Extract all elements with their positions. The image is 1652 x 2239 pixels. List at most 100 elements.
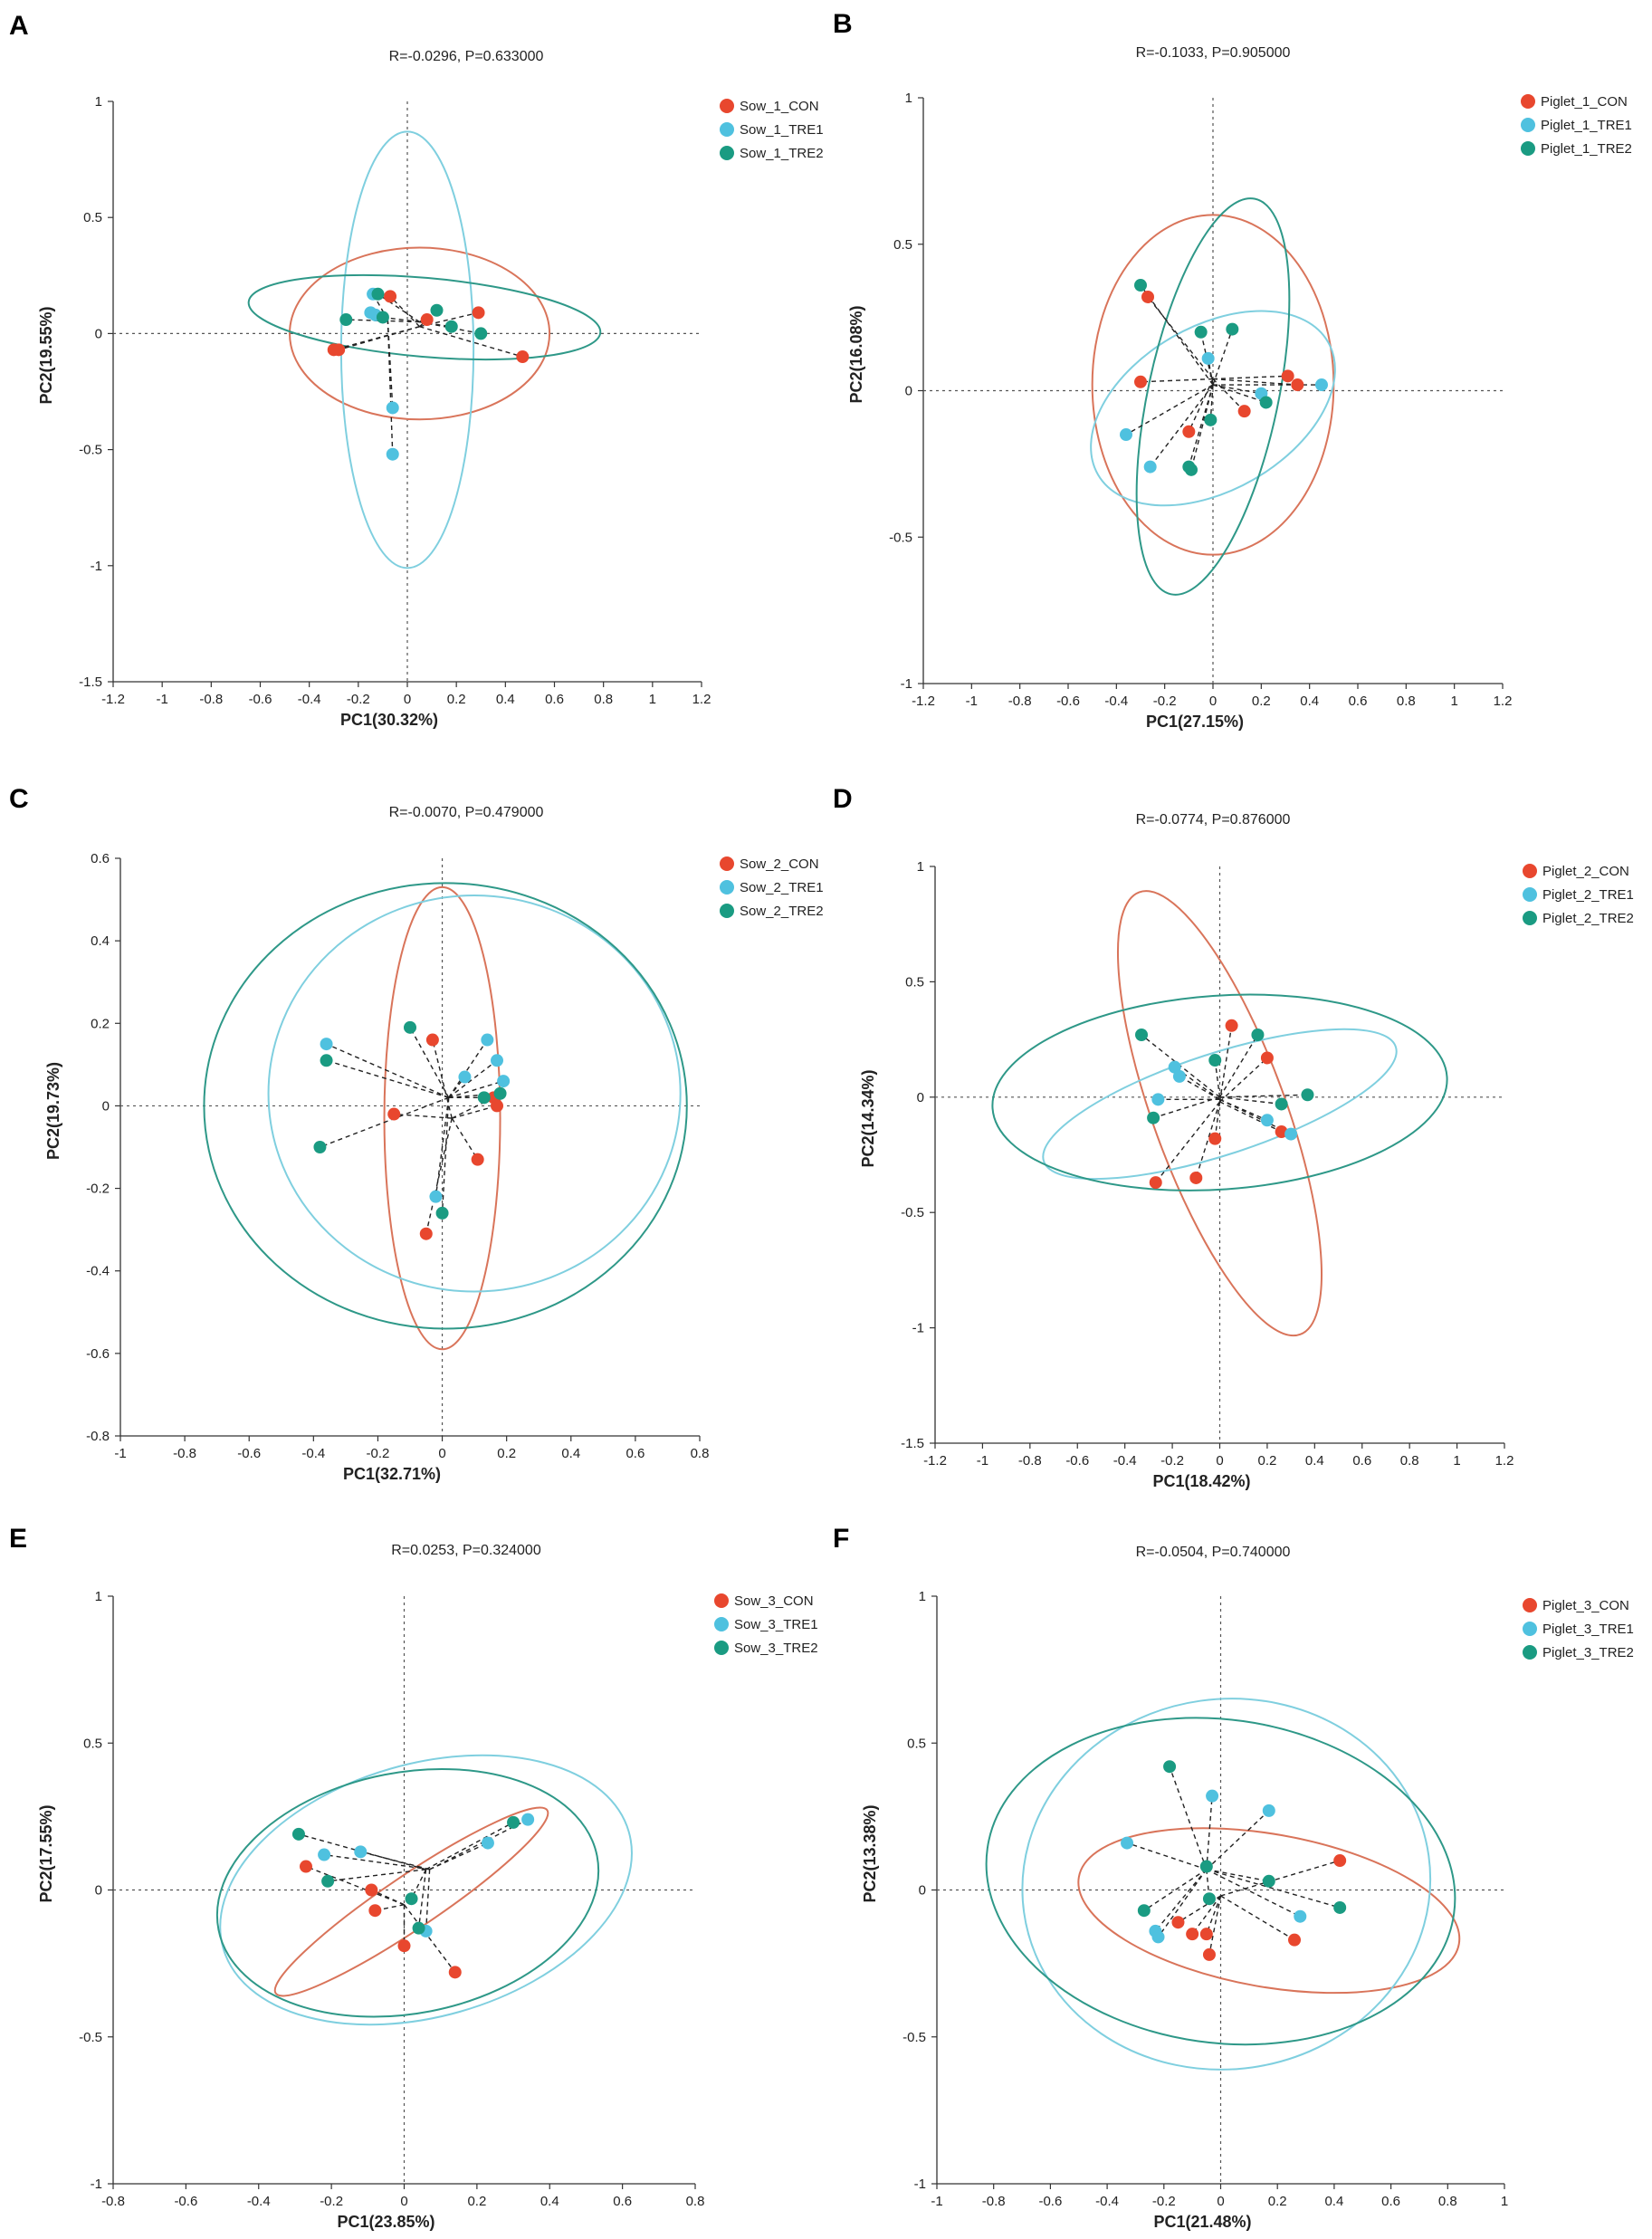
- y-tick-label: -1: [901, 676, 912, 692]
- legend-marker-tre1: [1523, 1622, 1537, 1636]
- centroid-link: [425, 1117, 453, 1234]
- x-axis-label: PC1(27.15%): [1146, 713, 1244, 731]
- data-point-tre2: [1134, 279, 1147, 292]
- data-point-con: [397, 1939, 411, 1953]
- data-point-con: [1260, 1051, 1274, 1065]
- y-tick-label: 0.5: [907, 1736, 926, 1751]
- panel-letter: A: [9, 11, 29, 41]
- x-tick-label: 0.6: [625, 1446, 645, 1461]
- legend-marker-tre2: [1521, 141, 1535, 156]
- x-tick-label: -0.4: [298, 692, 321, 707]
- centroid-link: [1212, 329, 1233, 386]
- data-point-con: [472, 306, 485, 320]
- legend-marker-tre1: [720, 880, 734, 895]
- centroid-link: [1219, 1101, 1282, 1133]
- data-point-tre1: [1201, 351, 1215, 365]
- y-tick-label: -0.5: [902, 2030, 926, 2045]
- data-point-tre2: [1163, 1760, 1177, 1774]
- x-tick-label: 0.4: [1300, 694, 1319, 709]
- centroid-link: [451, 1117, 479, 1161]
- legend-label: Sow_1_CON: [740, 99, 819, 114]
- centroid-link: [1219, 1057, 1268, 1103]
- legend-label: Piglet_2_TRE1: [1542, 887, 1634, 903]
- data-point-tre2: [493, 1086, 507, 1100]
- legend-marker-tre1: [1523, 887, 1537, 902]
- data-point-tre2: [405, 1892, 418, 1906]
- data-point-tre1: [1284, 1127, 1298, 1141]
- legend-label: Piglet_2_CON: [1542, 864, 1629, 879]
- y-tick-label: 0: [95, 326, 102, 341]
- centroid-link: [425, 1822, 514, 1871]
- x-tick-label: -1: [114, 1446, 126, 1461]
- data-point-con: [1202, 1947, 1216, 1961]
- confidence-ellipse-tre2: [215, 1767, 600, 2018]
- panel-c: C R=-0.0070, P=0.479000 -1 -0.8 -0.6 -0.4 -0.2…: [9, 784, 824, 1483]
- x-tick-label: -0.8: [1008, 694, 1032, 709]
- centroid-link: [1140, 284, 1214, 386]
- x-tick-label: -0.2: [347, 692, 370, 707]
- data-point-con: [368, 1904, 382, 1918]
- centroid-link: [389, 295, 421, 328]
- data-point-con: [299, 1860, 312, 1873]
- centroid-link: [1195, 1101, 1221, 1179]
- data-point-con: [1291, 378, 1304, 392]
- x-tick-label: -0.6: [1065, 1453, 1089, 1469]
- confidence-ellipse-tre2: [247, 273, 602, 361]
- centroid-link: [1214, 1059, 1221, 1097]
- y-tick-label: -0.5: [79, 2030, 102, 2045]
- x-tick-label: 0.6: [613, 2194, 632, 2209]
- x-tick-label: -0.8: [173, 1446, 196, 1461]
- data-point-tre2: [313, 1141, 327, 1153]
- y-tick-label: 0: [917, 1090, 924, 1105]
- centroid-link: [1206, 1869, 1341, 1909]
- data-point-con: [1141, 290, 1154, 303]
- x-tick-label: 0.2: [1252, 694, 1271, 709]
- centroid-link: [1214, 1101, 1221, 1139]
- x-tick-label: 0.2: [497, 1446, 516, 1461]
- confidence-ellipse-tre1: [267, 895, 682, 1293]
- x-axis-label: PC1(32.71%): [343, 1465, 441, 1483]
- centroid-link: [320, 1096, 449, 1148]
- y-axis-label: PC2(16.08%): [847, 305, 865, 403]
- x-tick-label: 1.2: [1495, 1453, 1514, 1469]
- y-axis-label: PC2(19.55%): [37, 306, 55, 404]
- data-point-tre1: [497, 1075, 511, 1088]
- data-point-tre2: [1259, 396, 1273, 409]
- y-tick-label: -0.5: [901, 1205, 924, 1220]
- data-point-tre2: [430, 303, 444, 317]
- x-tick-label: -1.2: [923, 1453, 947, 1469]
- x-tick-label: -0.2: [1153, 694, 1177, 709]
- centroid-link: [338, 326, 420, 351]
- y-tick-label: 0: [102, 1098, 110, 1114]
- centroid-link: [1152, 1096, 1220, 1119]
- centroid-link: [1169, 1765, 1208, 1871]
- centroid-link: [1188, 378, 1214, 433]
- legend-label: Sow_3_TRE2: [734, 1641, 818, 1656]
- x-tick-label: -0.8: [982, 2194, 1006, 2209]
- data-point-con: [471, 1153, 484, 1166]
- x-tick-label: -1: [977, 1453, 988, 1469]
- data-point-con: [365, 1883, 378, 1897]
- confidence-ellipse-con: [273, 1806, 549, 1997]
- y-tick-label: -0.2: [86, 1182, 110, 1197]
- x-tick-label: 1.2: [692, 692, 711, 707]
- legend-label: Piglet_3_TRE1: [1542, 1622, 1634, 1637]
- x-tick-label: 0: [404, 692, 411, 707]
- data-point-tre1: [386, 447, 399, 461]
- legend-marker-tre1: [1521, 118, 1535, 132]
- x-tick-label: -0.2: [320, 2194, 343, 2209]
- data-point-tre2: [320, 1054, 333, 1067]
- legend-label: Piglet_3_TRE2: [1542, 1645, 1634, 1660]
- x-axis-label: PC1(30.32%): [340, 711, 438, 729]
- legend-marker-con: [1523, 1598, 1537, 1612]
- legend-marker-tre1: [720, 122, 734, 137]
- data-point-tre1: [1294, 1909, 1307, 1923]
- centroid-link: [333, 326, 420, 351]
- plot-title: R=-0.0504, P=0.740000: [1136, 1545, 1291, 1560]
- data-point-con: [1281, 369, 1294, 383]
- x-tick-label: 0.8: [1438, 2194, 1457, 2209]
- legend-marker-con: [1523, 864, 1537, 878]
- data-point-con: [1134, 375, 1147, 388]
- panel-f: F R=-0.0504, P=0.740000 -1 -0.8 -0.6 -0.4 -0.2…: [833, 1524, 1634, 2231]
